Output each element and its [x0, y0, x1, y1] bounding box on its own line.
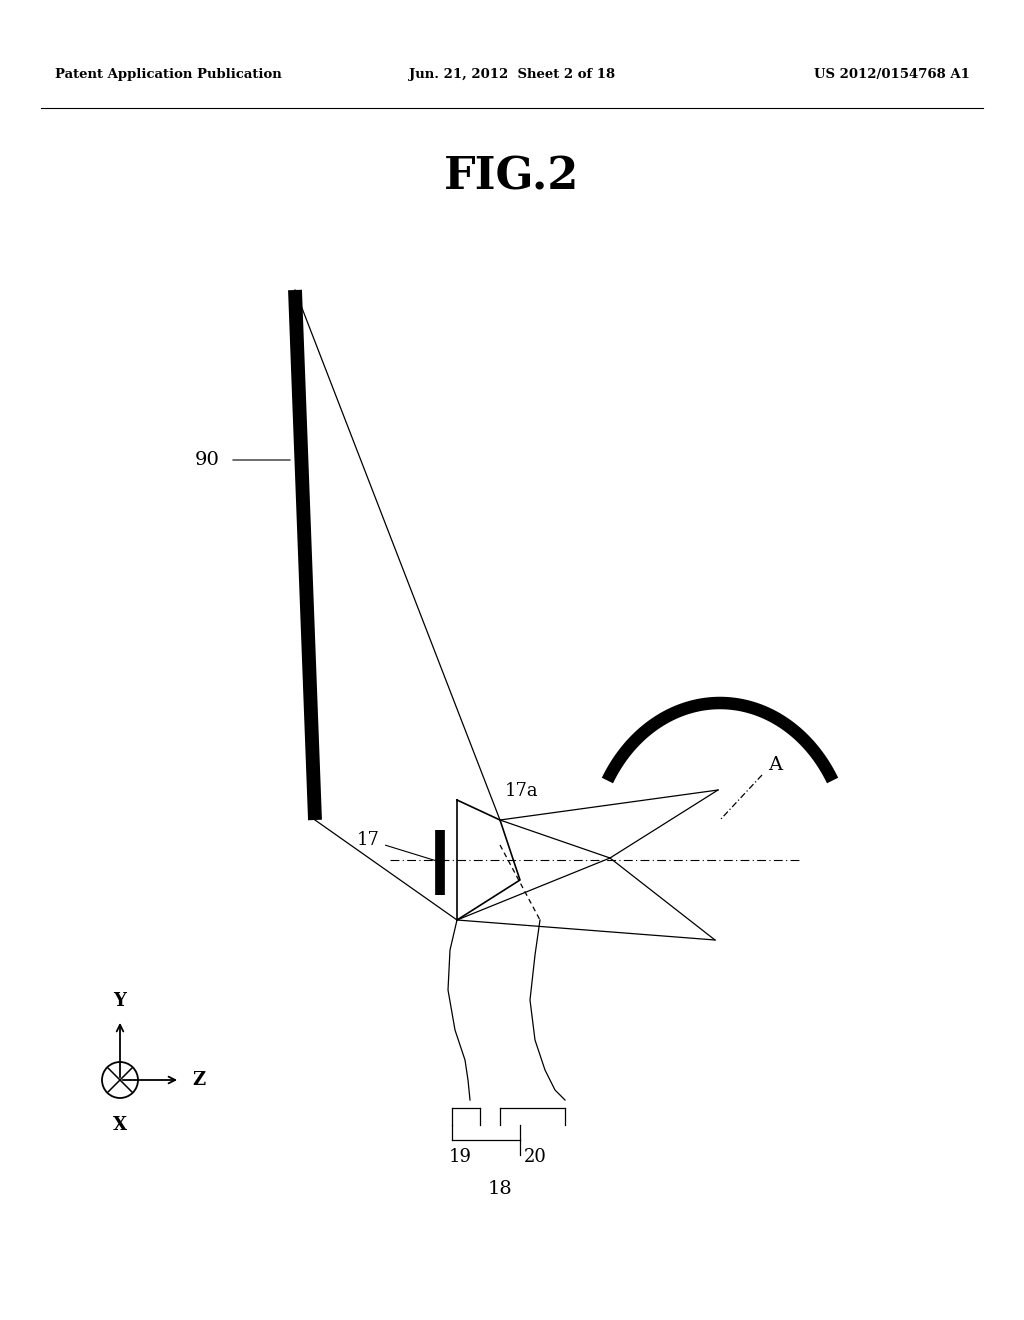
- Text: Patent Application Publication: Patent Application Publication: [55, 69, 282, 81]
- Text: 19: 19: [449, 1148, 471, 1166]
- Text: A: A: [768, 756, 782, 774]
- Text: US 2012/0154768 A1: US 2012/0154768 A1: [814, 69, 970, 81]
- Text: 90: 90: [196, 451, 220, 469]
- Text: Jun. 21, 2012  Sheet 2 of 18: Jun. 21, 2012 Sheet 2 of 18: [409, 69, 615, 81]
- Text: Y: Y: [114, 993, 126, 1010]
- Text: 17a: 17a: [505, 781, 539, 800]
- Text: FIG.2: FIG.2: [444, 154, 580, 198]
- Text: 17: 17: [357, 832, 437, 861]
- Text: Z: Z: [193, 1071, 205, 1089]
- Text: 20: 20: [523, 1148, 547, 1166]
- Text: X: X: [113, 1115, 127, 1134]
- Text: 18: 18: [487, 1180, 512, 1199]
